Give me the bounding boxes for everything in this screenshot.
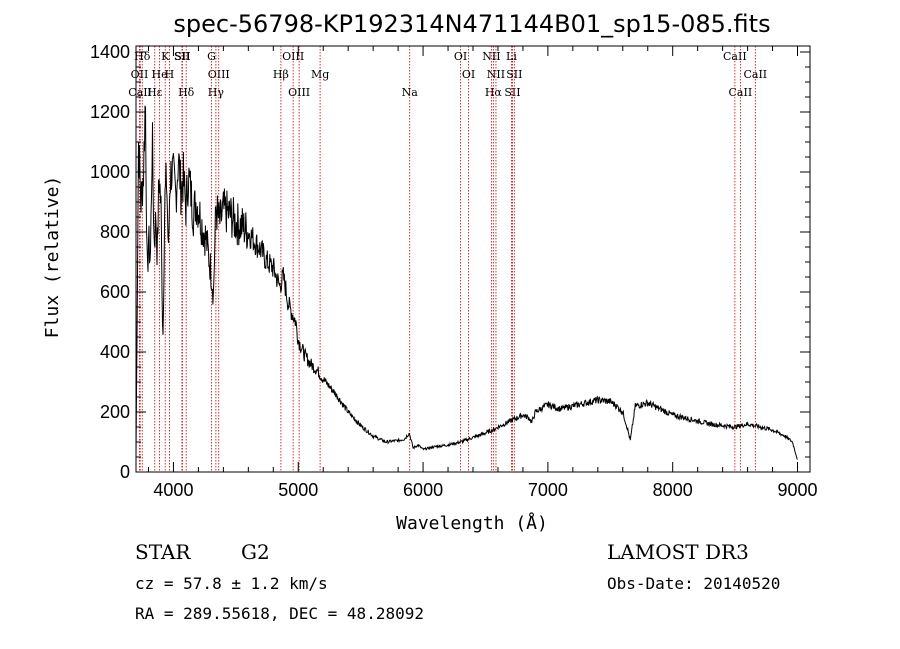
obs-date-text: Obs-Date: 20140520 [607,574,781,593]
spectrum-plot [135,105,798,460]
emission-line-markers: HδOIICaIIKHeHεSIIHHδSIIOIIIHγGHβOIIIOIII… [128,46,767,472]
line-marker-label: Hε [147,86,163,99]
x-tick-label: 6000 [403,480,443,500]
chart-title: spec-56798-KP192314N471144B01_sp15-085.f… [173,10,770,38]
line-marker-label: OII [131,68,149,81]
line-marker-label: OIII [288,86,310,99]
line-marker-label: CaII [128,86,152,99]
line-marker-label: SII [174,50,190,63]
line-marker-label: CaII [729,86,753,99]
survey-name: LAMOST DR3 [607,540,749,564]
line-marker-label: OIII [282,50,304,63]
x-tick-label: 7000 [528,480,568,500]
line-marker-label: OIII [208,68,230,81]
y-tick-label: 1400 [90,42,130,62]
redshift-text: cz = 57.8 ± 1.2 km/s [135,574,328,593]
line-marker-label: NII [487,68,505,81]
line-marker-label: CaII [743,68,767,81]
x-tick-label: 5000 [278,480,318,500]
y-tick-label: 800 [100,222,130,242]
line-marker-label: Hβ [273,68,289,81]
line-marker-label: SII [506,68,522,81]
y-tick-label: 1200 [90,102,130,122]
object-class: STAR [135,540,191,564]
x-tick-label: 9000 [777,480,817,500]
line-marker-label: Li [506,50,517,63]
x-tick-label: 8000 [653,480,693,500]
line-marker-label: NII [482,50,500,63]
y-tick-label: 0 [120,462,130,482]
y-axis-label: Flux (relative) [42,176,63,339]
line-marker-label: K [161,50,170,63]
line-marker-label: H [165,68,175,81]
axes: 4000 5000 6000 7000 8000 9000 0 200 400 600 800 100… [90,42,818,500]
line-marker-label: Hδ [134,50,151,63]
line-marker-label: G [207,50,216,63]
coordinates-text: RA = 289.55618, DEC = 48.28092 [135,604,424,623]
x-axis-label: Wavelength (Å) [396,512,548,534]
line-marker-label: OI [454,50,467,63]
spectrum-line [135,105,798,460]
line-marker-label: Hδ [178,86,195,99]
y-tick-label: 1000 [90,162,130,182]
line-marker-label: Hα [485,86,503,99]
line-marker-label: Na [402,86,419,99]
line-marker-label: OI [462,68,475,81]
line-marker-label: Mg [311,68,329,81]
line-marker-label: He [152,68,168,81]
x-tick-label: 4000 [153,480,193,500]
y-tick-label: 400 [100,342,130,362]
line-marker-label: Hγ [208,86,225,99]
object-subclass: G2 [241,540,270,564]
y-tick-label: 200 [100,402,130,422]
y-tick-label: 600 [100,282,130,302]
plot-frame [135,45,811,473]
line-marker-label: CaII [723,50,747,63]
line-marker-label: SII [504,86,520,99]
